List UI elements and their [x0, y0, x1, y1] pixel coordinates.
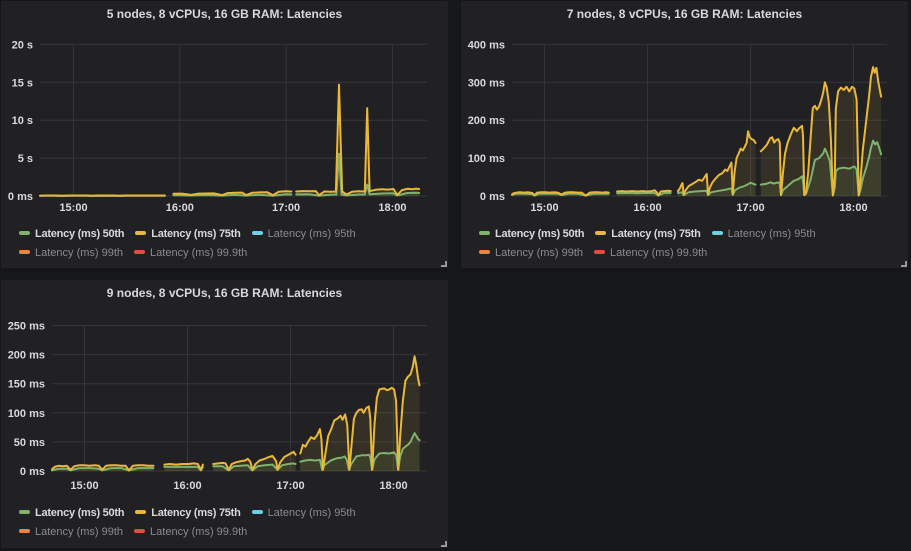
- svg-text:200 ms: 200 ms: [8, 350, 45, 362]
- svg-text:15:00: 15:00: [70, 480, 98, 492]
- svg-text:10 s: 10 s: [12, 115, 33, 127]
- svg-text:0 ms: 0 ms: [480, 191, 505, 203]
- svg-text:17:00: 17:00: [736, 202, 764, 214]
- svg-text:0 ms: 0 ms: [8, 191, 33, 203]
- svg-text:300 ms: 300 ms: [468, 77, 505, 89]
- svg-text:400 ms: 400 ms: [468, 39, 505, 51]
- svg-text:18:00: 18:00: [839, 202, 867, 214]
- svg-text:16:00: 16:00: [173, 480, 201, 492]
- svg-text:16:00: 16:00: [633, 202, 661, 214]
- svg-text:17:00: 17:00: [272, 202, 300, 214]
- svg-text:50 ms: 50 ms: [14, 437, 45, 449]
- svg-text:18:00: 18:00: [379, 480, 407, 492]
- svg-text:15:00: 15:00: [530, 202, 558, 214]
- svg-text:15 s: 15 s: [12, 77, 33, 89]
- svg-text:150 ms: 150 ms: [8, 379, 45, 391]
- svg-text:18:00: 18:00: [378, 202, 406, 214]
- svg-text:100 ms: 100 ms: [8, 408, 45, 420]
- svg-text:17:00: 17:00: [276, 480, 304, 492]
- svg-text:20 s: 20 s: [12, 39, 33, 51]
- svg-text:15:00: 15:00: [59, 202, 87, 214]
- svg-text:200 ms: 200 ms: [468, 115, 505, 127]
- svg-text:16:00: 16:00: [166, 202, 194, 214]
- svg-text:5 s: 5 s: [18, 153, 33, 165]
- svg-text:0 ms: 0 ms: [20, 466, 45, 478]
- svg-text:250 ms: 250 ms: [8, 321, 45, 333]
- svg-text:100 ms: 100 ms: [468, 153, 505, 165]
